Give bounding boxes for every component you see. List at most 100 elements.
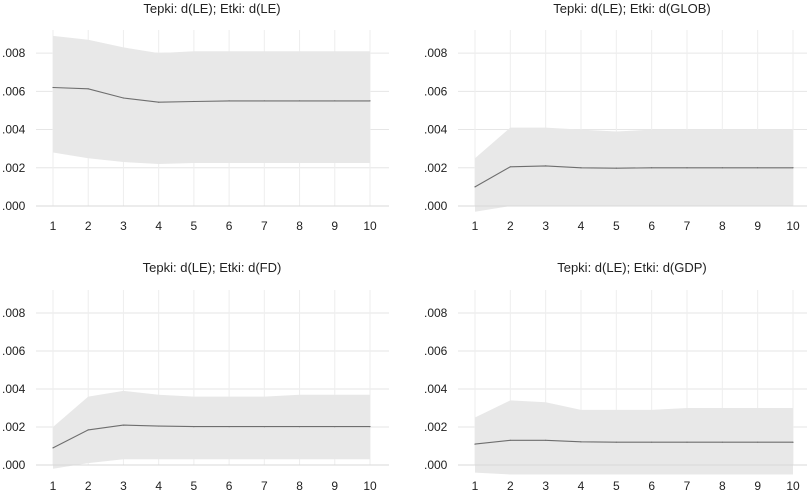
y-tick-label: .000 xyxy=(424,199,448,213)
x-tick-label: 6 xyxy=(226,479,233,493)
x-tick-label: 7 xyxy=(261,219,268,233)
x-tick-label: 1 xyxy=(472,219,479,233)
x-tick-label: 3 xyxy=(120,219,127,233)
response-point xyxy=(509,439,511,441)
x-tick-label: 5 xyxy=(191,479,198,493)
response-point xyxy=(87,88,89,90)
x-tick-label: 5 xyxy=(613,219,620,233)
x-tick-label: 2 xyxy=(85,219,92,233)
response-point xyxy=(52,447,54,449)
irf-panel-1: Tepki: d(LE); Etki: d(LE) .000 .002 .004 .00… xyxy=(2,1,389,233)
panel-title: Tepki: d(LE); Etki: d(GDP) xyxy=(557,260,707,275)
response-point xyxy=(545,439,547,441)
x-tick-label: 3 xyxy=(542,219,549,233)
y-tick-label: .004 xyxy=(2,123,26,137)
confidence-band xyxy=(475,127,793,212)
x-tick-label: 7 xyxy=(684,479,691,493)
x-tick-label: 10 xyxy=(786,219,800,233)
response-point xyxy=(369,426,371,428)
y-tick-label: .004 xyxy=(424,382,448,396)
response-point xyxy=(263,426,265,428)
y-tick-label: .002 xyxy=(424,420,448,434)
y-tick-label: .002 xyxy=(2,420,26,434)
y-tick-label: .008 xyxy=(424,46,448,60)
irf-panel-4: Tepki: d(LE); Etki: d(GDP) .000 .002 .004 .0… xyxy=(424,260,807,493)
response-point xyxy=(509,166,511,168)
x-tick-label: 2 xyxy=(507,479,514,493)
response-point xyxy=(158,101,160,103)
irf-panel-2: Tepki: d(LE); Etki: d(GLOB) .000 .002 .004.… xyxy=(424,1,807,233)
y-tick-label: .008 xyxy=(2,46,26,60)
response-point xyxy=(193,100,195,103)
confidence-band xyxy=(53,390,370,469)
y-tick-label: .006 xyxy=(2,344,26,358)
x-tick-label: 9 xyxy=(754,479,761,493)
response-point xyxy=(122,97,125,99)
response-point xyxy=(721,167,723,169)
response-line xyxy=(52,86,370,103)
x-tick-label: 4 xyxy=(155,219,162,233)
x-tick-label: 8 xyxy=(719,479,726,493)
confidence-band xyxy=(475,400,793,475)
x-tick-label: 4 xyxy=(578,479,585,493)
x-tick-label: 6 xyxy=(226,219,233,233)
x-tick-label: 10 xyxy=(786,479,800,493)
response-point xyxy=(474,186,476,188)
x-tick-label: 1 xyxy=(472,479,479,493)
panel-title: Tepki: d(LE); Etki: d(GLOB) xyxy=(553,1,711,16)
y-tick-label: .004 xyxy=(2,382,26,396)
response-line xyxy=(474,439,793,445)
response-point xyxy=(52,86,54,89)
confidence-band xyxy=(53,35,370,165)
response-point xyxy=(298,426,301,428)
panel-title: Tepki: d(LE); Etki: d(FD) xyxy=(143,260,282,275)
response-point xyxy=(334,100,336,102)
y-tick-label: .002 xyxy=(424,161,448,175)
response-point xyxy=(757,167,759,169)
x-tick-label: 4 xyxy=(578,219,585,233)
x-tick-label: 9 xyxy=(331,479,338,493)
x-tick-label: 5 xyxy=(191,219,198,233)
x-tick-label: 10 xyxy=(363,479,377,493)
x-tick-label: 3 xyxy=(120,479,127,493)
response-point xyxy=(193,426,195,428)
x-tick-label: 8 xyxy=(719,219,726,233)
y-tick-label: .000 xyxy=(2,199,26,213)
x-tick-label: 7 xyxy=(684,219,691,233)
x-tick-label: 2 xyxy=(507,219,514,233)
x-tick-label: 7 xyxy=(261,479,268,493)
response-point xyxy=(87,429,89,431)
response-point xyxy=(122,424,125,426)
response-point xyxy=(686,441,688,443)
y-tick-label: .000 xyxy=(2,458,26,472)
response-point xyxy=(792,441,794,443)
response-point xyxy=(474,443,476,445)
y-tick-label: .006 xyxy=(2,84,26,98)
y-tick-label: .006 xyxy=(424,84,448,98)
response-point xyxy=(545,165,547,167)
y-tick-label: .002 xyxy=(2,161,26,175)
x-tick-label: 6 xyxy=(648,219,655,233)
irf-panel-3: Tepki: d(LE); Etki: d(FD) .000 .002 .004 .00… xyxy=(2,260,389,493)
response-point xyxy=(792,167,794,169)
x-tick-label: 5 xyxy=(613,479,620,493)
response-point xyxy=(651,441,653,443)
response-line xyxy=(474,165,793,188)
response-point xyxy=(334,426,336,428)
response-point xyxy=(228,100,230,102)
response-point xyxy=(228,426,230,428)
response-point xyxy=(580,167,582,169)
y-tick-label: .006 xyxy=(424,344,448,358)
y-tick-label: .004 xyxy=(424,123,448,137)
response-point xyxy=(158,425,160,427)
x-tick-label: 9 xyxy=(331,219,338,233)
y-tick-label: .000 xyxy=(424,458,448,472)
x-tick-label: 9 xyxy=(754,219,761,233)
response-point xyxy=(615,167,617,169)
response-point xyxy=(615,441,617,443)
response-point xyxy=(651,167,653,169)
x-tick-label: 8 xyxy=(296,219,303,233)
response-point xyxy=(298,100,301,102)
x-tick-label: 6 xyxy=(648,479,655,493)
